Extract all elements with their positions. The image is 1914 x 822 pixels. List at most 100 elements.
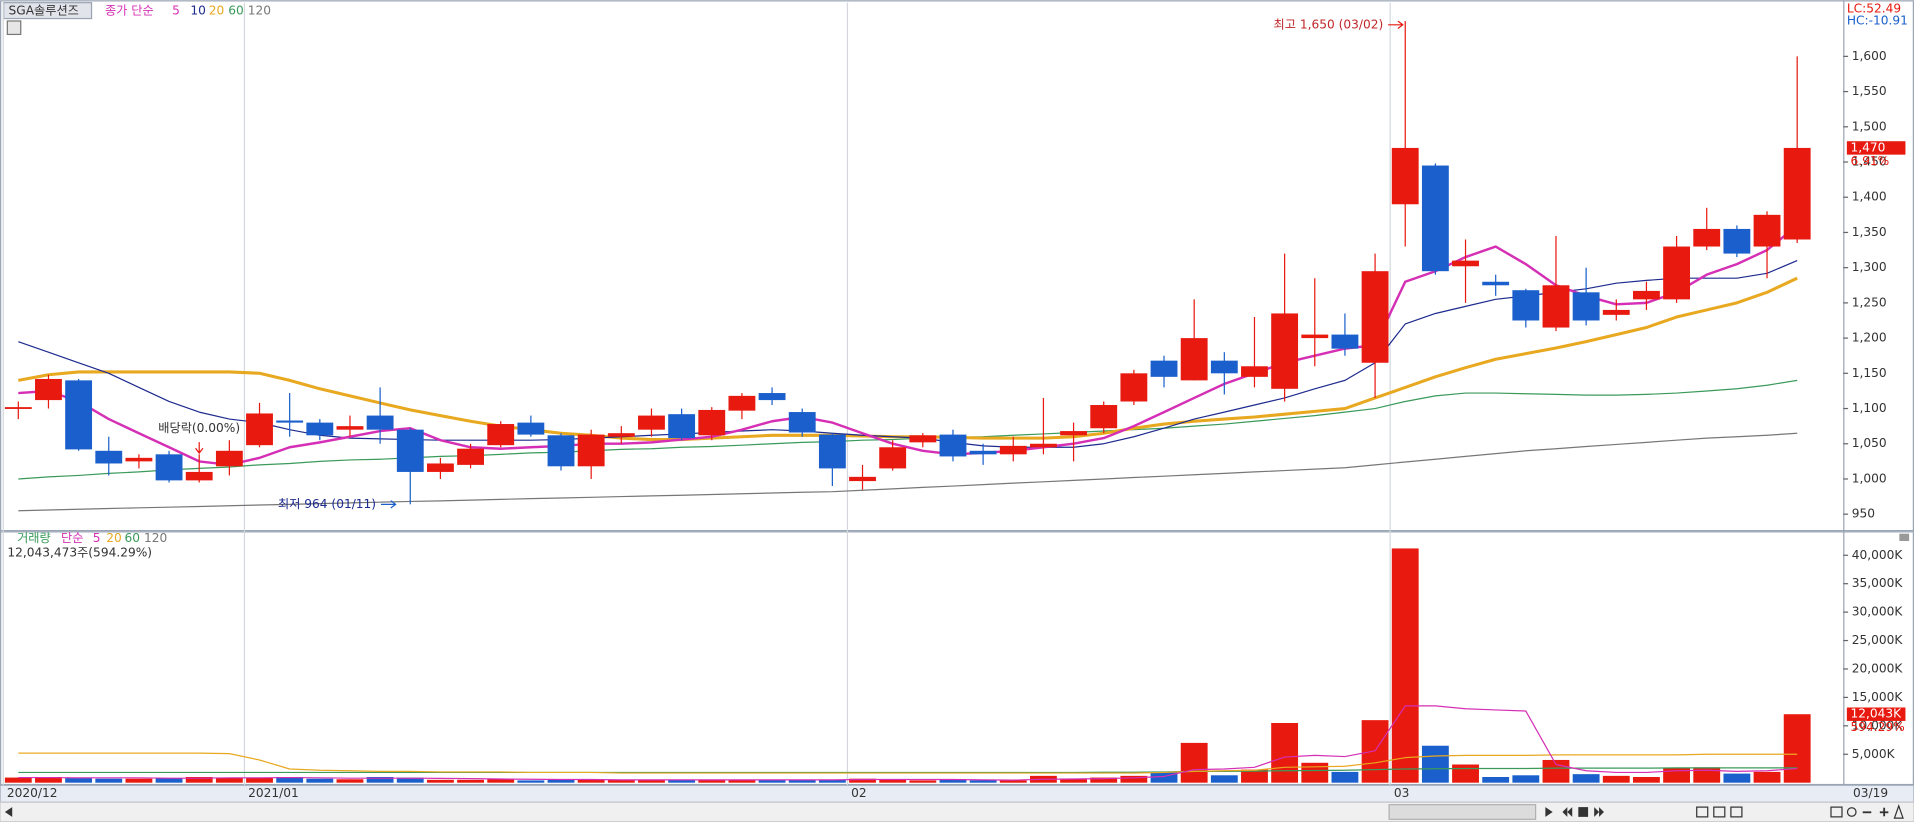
volume-bar (4, 777, 32, 783)
volume-label: 거래량 (17, 531, 51, 545)
volume-bar (396, 777, 424, 783)
candle-body (1060, 431, 1088, 436)
candle-body (1512, 290, 1540, 321)
candle-body (1602, 309, 1630, 315)
volume-bar (155, 778, 183, 783)
legend-entry: 10 (190, 4, 206, 18)
price-panel-frame (0, 0, 1914, 532)
candle-body (1421, 165, 1449, 272)
volume-bar (366, 777, 394, 783)
volume-bar (999, 780, 1027, 783)
volume-bar (1271, 722, 1299, 783)
candle-body (1753, 214, 1781, 247)
candle-body (487, 424, 515, 446)
volume-bar (1633, 777, 1660, 783)
candle-body (969, 450, 997, 455)
volume-bar (1602, 775, 1630, 783)
price-ma-label: 종가 단순 (105, 4, 154, 18)
volume-bar (95, 778, 123, 783)
low-arrow (380, 500, 397, 509)
candle-body (818, 434, 846, 469)
hc-label: HC:-10.91 (1847, 13, 1908, 27)
volume-bar (1663, 768, 1691, 783)
candle-body (426, 463, 454, 472)
symbol-title: SGA솔루션즈 (9, 4, 79, 18)
legend-entry: 20 (209, 4, 225, 18)
last-volume-tag (1846, 707, 1906, 721)
candle-body (336, 426, 364, 430)
candle-body (65, 380, 93, 450)
volume-bar (969, 780, 997, 783)
candle-body (1271, 313, 1299, 389)
y-tick-label: 1,300 (1852, 260, 1887, 274)
volume-info: 12,043,473주(594.29%) (7, 546, 152, 560)
candle-body (1452, 260, 1479, 267)
candle-body (1572, 292, 1600, 321)
candle-body (1150, 360, 1178, 377)
navigation-buttons[interactable] (1545, 804, 1904, 819)
volume-bar (1120, 775, 1148, 783)
candle-body (1180, 338, 1208, 381)
volume-bar (638, 779, 665, 783)
moving-average-line (18, 224, 1798, 467)
candle-body (638, 415, 665, 430)
volume-bar (1210, 775, 1238, 783)
y-tick-label: 1,550 (1852, 84, 1887, 98)
candle-body (1241, 366, 1268, 377)
moving-average-line (18, 752, 1798, 774)
volume-bar (1572, 774, 1600, 783)
volume-bar (1241, 769, 1268, 783)
candle-body (1331, 334, 1359, 349)
candle-body (276, 420, 304, 423)
candle-body (95, 450, 123, 464)
candle-body (668, 414, 696, 439)
volume-bar (849, 778, 876, 783)
volume-bar (185, 777, 213, 783)
y-tick-label: 1,000 (1852, 471, 1887, 485)
legend-entry: 120 (248, 4, 271, 18)
volume-bar (668, 779, 696, 783)
y-tick-label: 25,000K (1852, 633, 1904, 647)
volume-bar (1301, 762, 1329, 783)
table-toggle[interactable] (6, 20, 22, 36)
legend-entry: 60 (228, 4, 244, 18)
candle-body (1361, 271, 1389, 363)
y-tick-label: 1,600 (1852, 49, 1887, 63)
volume-bar (1090, 777, 1118, 783)
volume-bar (939, 779, 967, 783)
y-tick-label: 1,250 (1852, 295, 1887, 309)
volume-bar (1060, 779, 1088, 783)
volume-bar (1452, 764, 1479, 783)
candle-body (517, 422, 545, 435)
moving-average-line (18, 276, 1798, 442)
scroll-left-arrow[interactable] (4, 807, 13, 817)
y-tick-label: 1,100 (1852, 401, 1887, 415)
x-tick-label: 2021/01 (248, 786, 299, 800)
volume-bar (457, 779, 484, 783)
volume-bar (1331, 771, 1359, 783)
candle-body (1090, 405, 1118, 429)
candle-body (396, 429, 424, 472)
volume-bar (577, 779, 605, 783)
scrollbar[interactable] (0, 801, 1914, 822)
volume-bar (879, 779, 907, 783)
candle-body (457, 448, 484, 465)
plots: 2020/12 2021/01 02 03 950 1,000 1,050 1,100 1,15… (2, 2, 1906, 800)
candle-body (607, 433, 635, 437)
candle-body (849, 476, 876, 482)
candle-body (547, 435, 575, 467)
candle-body (1693, 228, 1721, 247)
panel-resize-handle[interactable] (1899, 533, 1910, 542)
candle-body (1391, 147, 1419, 205)
y-tick-label: 1,350 (1852, 225, 1887, 239)
scroll-thumb[interactable] (1388, 804, 1537, 820)
y-tick-label: 10,000K (1852, 718, 1904, 732)
dividend-annotation: 배당락(0.00%) (158, 421, 240, 435)
low-annotation: 최저 964 (01/11) (278, 497, 376, 511)
y-tick-label: 1,150 (1852, 366, 1887, 380)
candle-body (155, 454, 183, 481)
volume-bar (1512, 775, 1540, 783)
volume-bar (547, 779, 575, 783)
